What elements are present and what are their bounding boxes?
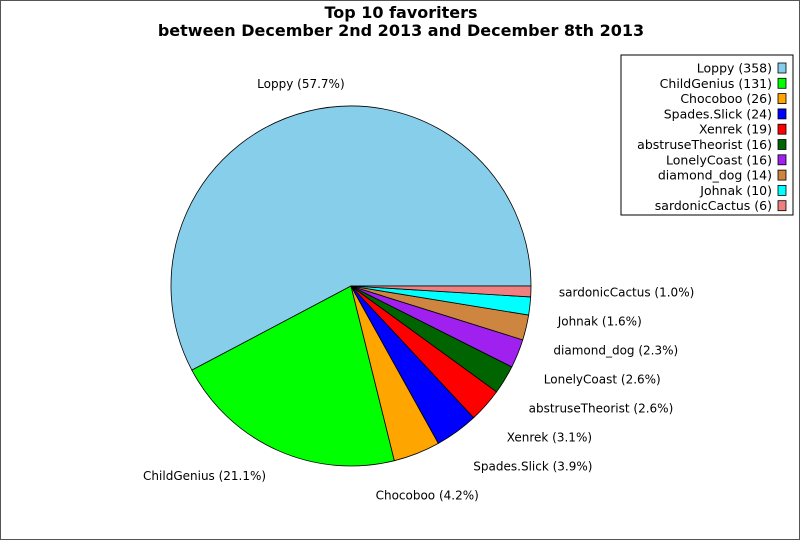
legend-swatch-chocoboo [777,93,787,104]
slice-label-xenrek: Xenrek (3.1%) [507,430,592,444]
chart-title: Top 10 favoriters [324,3,477,22]
slice-label-spades-slick: Spades.Slick (3.9%) [473,459,592,473]
legend-swatch-lonelycoast [777,154,787,166]
legend-swatch-loppy [777,62,787,74]
legend: Loppy (358)ChildGenius (131)Chocoboo (26… [620,54,794,216]
legend-label-diamond-dog: diamond_dog (14) [658,168,772,183]
legend-label-lonelycoast: LonelyCoast (16) [666,152,772,167]
legend-label-loppy: Loppy (358) [697,61,772,76]
legend-label-chocoboo: Chocoboo (26) [680,91,772,106]
legend-label-sardoniccactus: sardonicCactus (6) [655,198,772,213]
legend-label-xenrek: Xenrek (19) [699,122,772,137]
slice-labels: Loppy (57.7%) ChildGenius (21.1%) Chocoboo… [143,77,694,502]
pie-slices [170,105,532,467]
legend-box [620,54,794,216]
pie-slice-sardoniccactus [350,285,532,298]
slice-label-diamond-dog: diamond_dog (2.3%) [553,343,678,357]
legend-label-abstrusetheorist: abstruseTheorist (16) [637,137,772,152]
legend-label-childgenius: ChildGenius (131) [660,76,772,91]
chart-subtitle: between December 2nd 2013 and December 8… [158,21,644,40]
pie-slice-childgenius [191,285,395,467]
legend-swatch-childgenius [777,77,787,89]
legend-swatch-diamond-dog [777,169,787,181]
slice-label-loppy: Loppy (57.7%) [257,77,344,91]
slice-label-chocoboo: Chocoboo (4.2%) [376,488,479,502]
slice-label-childgenius: ChildGenius (21.1%) [143,469,266,483]
legend-label-johnak: Johnak (10) [699,183,772,198]
slice-label-johnak: Johnak (1.6%) [557,314,642,328]
legend-swatch-spades-slick [777,108,787,120]
slice-label-sardoniccactus: sardonicCactus (1.0%) [559,285,694,299]
slice-label-lonelycoast: LonelyCoast (2.6%) [544,372,661,386]
legend-swatch-sardoniccactus [777,200,787,212]
legend-swatch-johnak [777,184,787,196]
pie-slice-loppy [170,105,532,371]
legend-label-spades-slick: Spades.Slick (24) [664,106,772,121]
legend-swatch-xenrek [777,123,787,135]
slice-label-abstrusetheorist: abstruseTheorist (2.6%) [529,401,674,415]
legend-swatch-abstrusetheorist [777,139,787,150]
